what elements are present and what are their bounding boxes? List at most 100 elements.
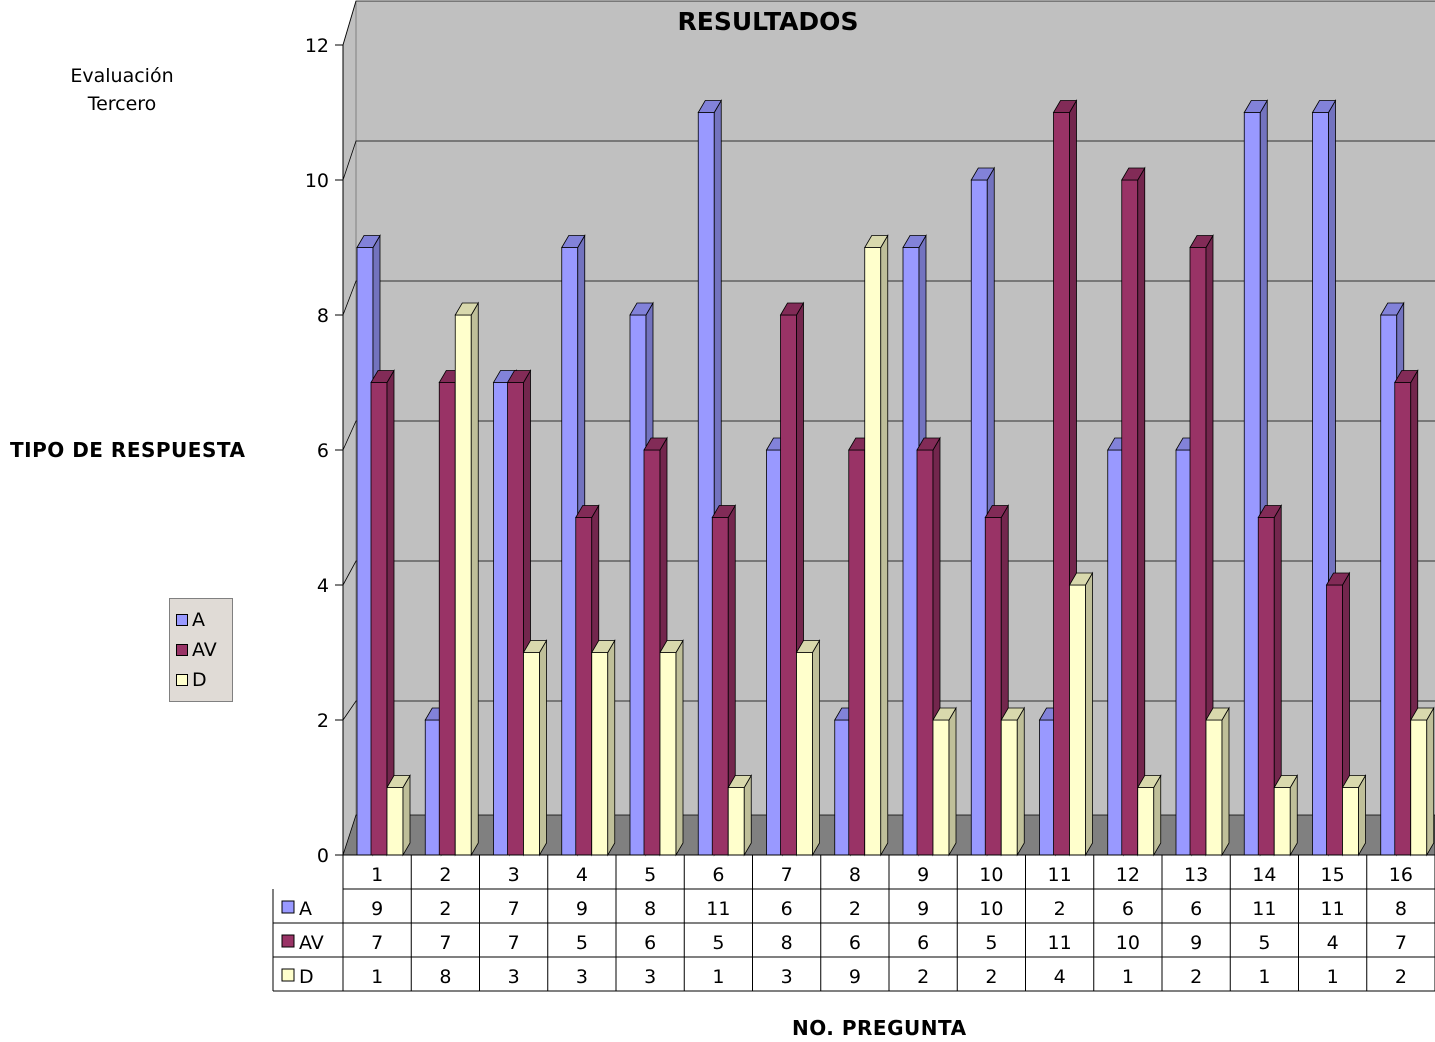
bar-d-1 <box>386 774 411 857</box>
bar-front <box>370 382 388 856</box>
x-tick-label: 10 <box>979 864 1003 886</box>
table-cell: 3 <box>508 966 520 988</box>
bar-side <box>1358 774 1366 857</box>
table-cell: 7 <box>1395 932 1407 954</box>
bar-side <box>1137 166 1146 857</box>
bar-front <box>438 382 456 856</box>
table-cell: 1 <box>1327 966 1339 988</box>
table-cell: 1 <box>712 966 724 988</box>
legend-label-av: AV <box>192 639 217 661</box>
y-tick-label: 6 <box>317 440 329 462</box>
legend-item-av: AV <box>170 635 232 665</box>
bar-top <box>643 437 668 451</box>
bar-top <box>1257 505 1282 518</box>
bar-top <box>864 235 889 248</box>
bar-side <box>948 706 957 857</box>
bar-side <box>1426 706 1435 857</box>
chart-subtitle: Evaluación Tercero <box>70 65 174 115</box>
table-cell: 6 <box>1190 898 1202 920</box>
bar-side <box>1016 706 1025 857</box>
bar-front <box>1257 517 1275 856</box>
table-cell: 4 <box>1327 932 1339 954</box>
x-tick-label: 13 <box>1184 864 1208 886</box>
legend-item-d: D <box>170 665 232 695</box>
bar-top <box>1341 775 1367 788</box>
x-tick-label: 11 <box>1048 864 1072 886</box>
bar-top <box>1273 775 1298 788</box>
bar-front <box>523 652 540 856</box>
bar-front <box>507 382 524 856</box>
table-cell: 7 <box>508 898 520 920</box>
table-cell: 6 <box>917 932 929 954</box>
bar-front <box>848 449 866 856</box>
table-cell: 8 <box>439 966 451 988</box>
bar-top <box>1205 707 1230 721</box>
table-cell: 5 <box>576 932 588 954</box>
x-tick-label: 1 <box>371 864 383 886</box>
bar-front <box>591 652 609 856</box>
bar-side <box>1085 571 1093 857</box>
bar-top <box>916 437 941 451</box>
bar-front <box>659 652 677 856</box>
bar-top <box>561 235 586 248</box>
bar-front <box>984 517 1002 856</box>
x-tick-label: 9 <box>917 864 929 886</box>
table-cell: 2 <box>1395 966 1407 988</box>
x-tick-label: 3 <box>508 864 520 886</box>
table-cell: 11 <box>706 898 730 920</box>
bar-top <box>659 640 684 653</box>
bar-front <box>629 314 647 856</box>
table-cell: 5 <box>985 932 997 954</box>
x-tick-label: 2 <box>439 864 451 886</box>
bar-front <box>454 314 472 856</box>
bar-front <box>1107 449 1125 856</box>
x-tick-label: 5 <box>644 864 656 886</box>
table-cell: 6 <box>644 932 656 954</box>
x-tick-label: 6 <box>712 864 724 886</box>
table-cell: 9 <box>917 898 929 920</box>
bar-front <box>834 719 852 856</box>
x-tick-label: 7 <box>781 864 793 886</box>
bar-top <box>1380 302 1405 316</box>
table-cell: 9 <box>371 898 383 920</box>
bar-top <box>984 505 1009 518</box>
bar-top <box>1325 572 1351 586</box>
bar-front <box>386 787 404 856</box>
x-axis-label: NO. PREGUNTA <box>792 1016 967 1040</box>
bar-top <box>1189 235 1214 248</box>
gridline <box>342 0 1435 46</box>
bar-side <box>607 639 616 857</box>
table-cell: 3 <box>644 966 656 988</box>
legend-swatch-av <box>176 644 188 656</box>
table-cell: 9 <box>1190 932 1202 954</box>
table-series-label: A <box>299 898 312 920</box>
bar-side <box>539 639 547 857</box>
table-cell: 7 <box>439 932 451 954</box>
bar-av-6 <box>711 504 736 857</box>
bar-top <box>386 775 411 788</box>
bar-side <box>675 639 684 857</box>
table-cell: 2 <box>439 898 451 920</box>
table-series-label: AV <box>299 932 324 954</box>
bar-side <box>1221 706 1230 857</box>
bar-top <box>356 235 381 248</box>
bar-d-4 <box>591 639 616 857</box>
x-tick-label: 12 <box>1116 864 1140 886</box>
bar-top <box>727 775 752 788</box>
y-tick-label: 4 <box>317 575 329 597</box>
table-cell: 6 <box>1122 898 1134 920</box>
table-cell: 8 <box>781 932 793 954</box>
y-tick-label: 0 <box>317 845 329 867</box>
x-tick-label: 16 <box>1389 864 1413 886</box>
bar-front <box>1243 112 1261 856</box>
bar-top <box>932 707 957 721</box>
table-cell: 8 <box>644 898 656 920</box>
legend-item-a: A <box>170 605 232 635</box>
bar-top <box>795 640 821 653</box>
bar-av-13 <box>1189 234 1214 857</box>
bar-av-1 <box>370 369 395 857</box>
bar-top <box>1394 370 1419 383</box>
side-wall <box>342 0 357 857</box>
bar-top <box>779 302 805 316</box>
bar-front <box>1053 112 1070 856</box>
